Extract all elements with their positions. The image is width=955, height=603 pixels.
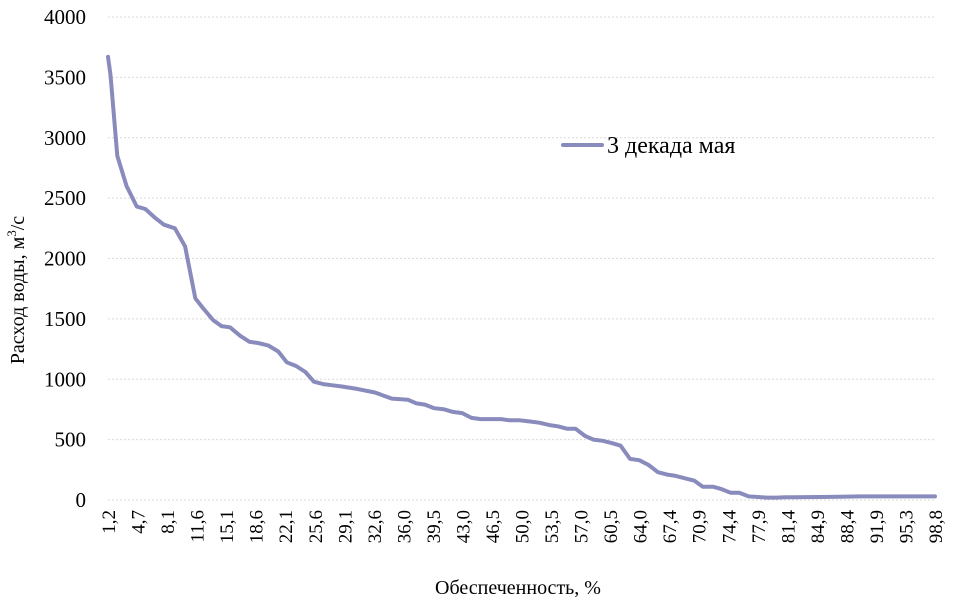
y-tick-label: 4000 [44, 5, 86, 29]
y-axis-title: Расход воды, м3/с [4, 216, 29, 365]
x-tick-label: 46,5 [483, 510, 504, 543]
x-tick-label: 74,4 [719, 510, 740, 544]
x-tick-label: 57,0 [572, 510, 593, 543]
x-tick-label: 11,6 [188, 510, 209, 543]
x-tick-label: 53,5 [542, 510, 563, 543]
x-tick-label: 15,1 [217, 510, 238, 543]
y-tick-label: 500 [55, 428, 87, 452]
gridlines [108, 16, 935, 501]
x-tick-label: 70,9 [690, 510, 711, 543]
x-tick-label: 4,7 [129, 510, 150, 534]
x-tick-label: 50,0 [513, 510, 534, 543]
y-tick-label: 2000 [44, 247, 86, 271]
x-tick-label: 32,6 [365, 510, 386, 543]
x-tick-label: 77,9 [749, 510, 770, 543]
y-tick-label: 3000 [44, 126, 86, 150]
x-tick-label: 60,5 [601, 510, 622, 543]
x-tick-label: 36,0 [394, 510, 415, 543]
x-tick-label: 84,9 [808, 510, 829, 543]
x-axis-title: Обеспеченность, % [435, 577, 601, 599]
x-tick-label: 43,0 [453, 510, 474, 543]
y-axis-title-tail: /с [7, 216, 29, 231]
x-tick-label: 81,4 [778, 510, 799, 544]
x-tick-label: 39,5 [424, 510, 445, 543]
x-tick-label: 22,1 [276, 510, 297, 543]
x-tick-label: 88,4 [837, 510, 858, 544]
x-tick-label: 95,3 [896, 510, 917, 543]
x-tick-label: 1,2 [99, 510, 120, 534]
x-tick-label: 91,9 [867, 510, 888, 543]
y-tick-label: 2500 [44, 186, 86, 210]
legend: 3 декада мая [561, 133, 735, 159]
y-tick-label: 0 [76, 488, 87, 512]
x-tick-label: 67,4 [660, 510, 681, 544]
x-tick-label: 25,6 [306, 510, 327, 543]
y-axis-title-superscript: 3 [4, 230, 19, 237]
y-axis-title-main: Расход воды, м [7, 236, 29, 364]
x-tick-label: 18,6 [247, 510, 268, 543]
y-axis-ticks: 0 500 1000 1500 2000 2500 3000 3500 4000 [44, 5, 86, 512]
x-axis-ticks: 1,2 4,7 8,1 11,6 15,1 18,6 22,1 25,6 29,1 32,6 36,… [99, 510, 947, 544]
x-tick-label: 8,1 [158, 510, 179, 534]
x-tick-label: 64,0 [631, 510, 652, 543]
x-tick-label: 98,8 [926, 510, 947, 543]
y-tick-label: 1500 [44, 307, 86, 331]
y-tick-label: 1000 [44, 367, 86, 391]
legend-label: 3 декада мая [607, 133, 735, 159]
series-line-3-dekada-maya [106, 54, 937, 500]
x-tick-label: 29,1 [335, 510, 356, 543]
y-tick-label: 3500 [44, 65, 86, 89]
